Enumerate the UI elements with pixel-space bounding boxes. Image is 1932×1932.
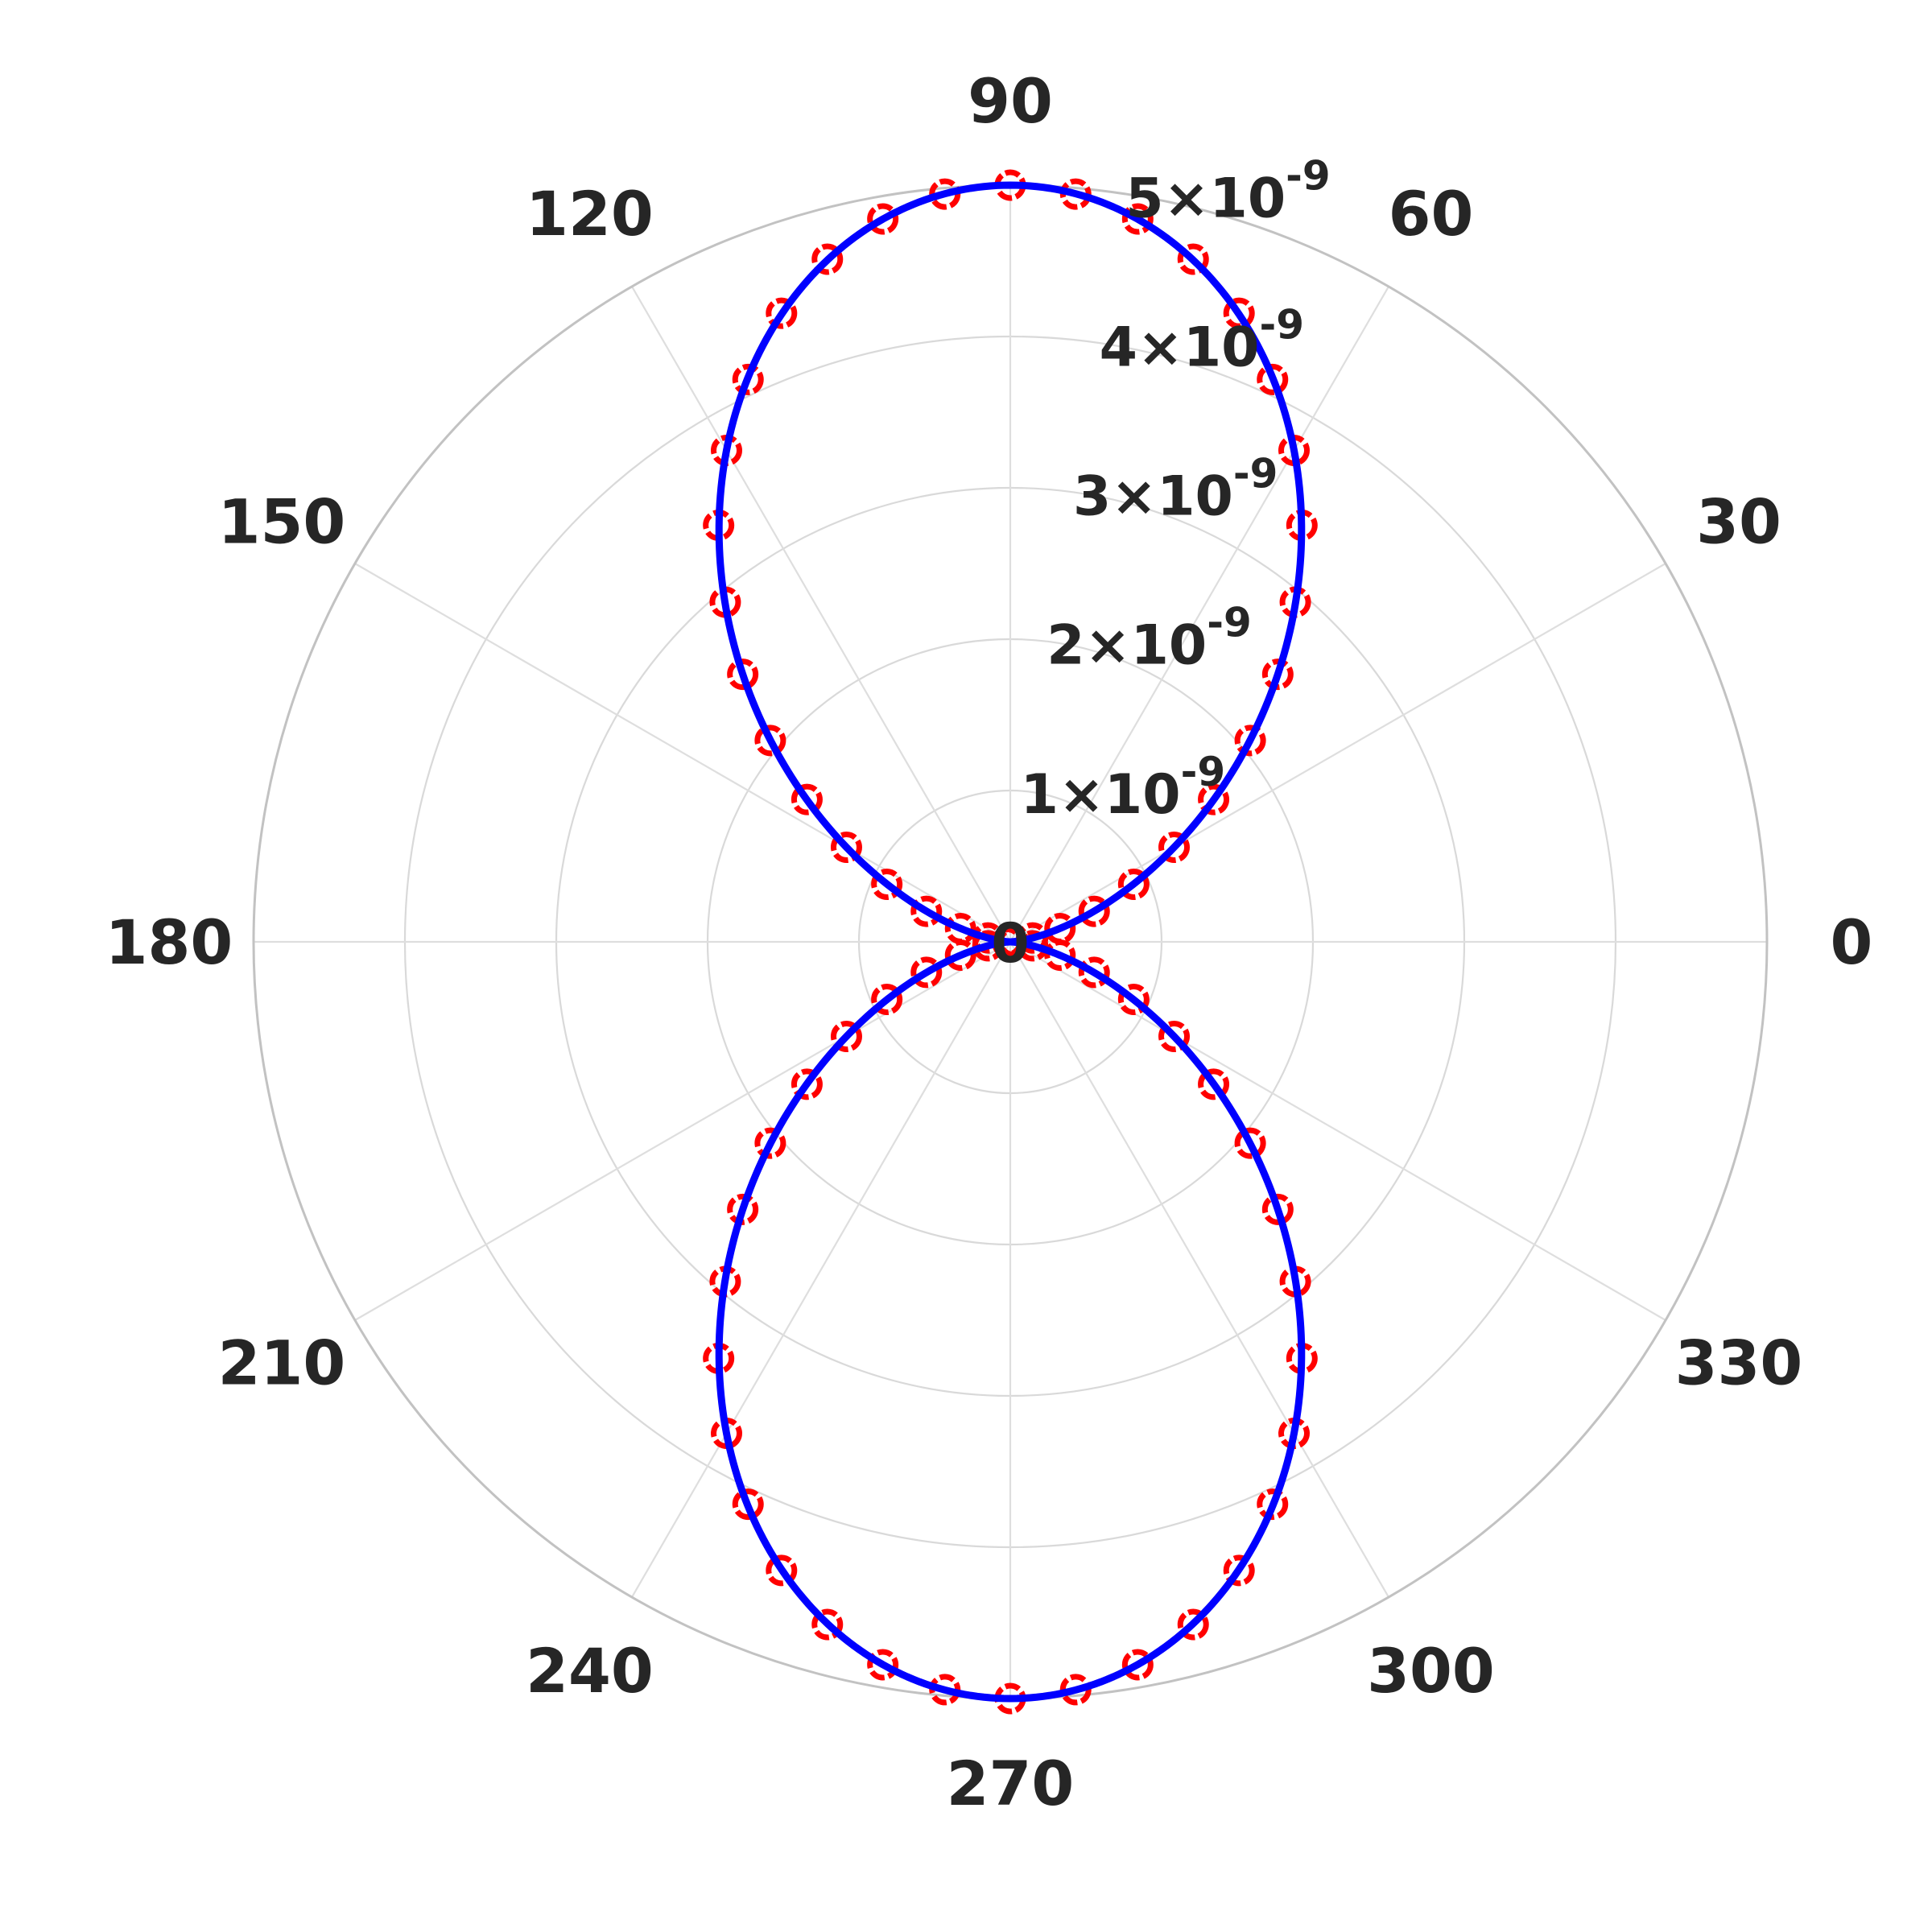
red-marker xyxy=(1223,297,1255,329)
red-marker xyxy=(1078,895,1110,927)
red-marker xyxy=(1158,1021,1191,1052)
blue-line-series xyxy=(715,181,1306,1703)
angular-tick-labels: 0 30 60 90 120 150 180 210 240 270 300 330 xyxy=(105,65,1873,1819)
red-marker xyxy=(732,363,764,395)
angular-grid-line xyxy=(1009,941,1666,1321)
angular-tick-label: 330 xyxy=(1675,1327,1803,1399)
red-marker xyxy=(1121,203,1154,235)
red-marker xyxy=(754,1127,786,1159)
red-marker xyxy=(1078,956,1110,989)
red-marker xyxy=(1117,868,1150,900)
angular-tick-label: 300 xyxy=(1367,1635,1495,1707)
angular-grid-line xyxy=(354,563,1011,943)
red-marker xyxy=(1234,724,1266,757)
angular-grid-line xyxy=(631,941,1011,1598)
radial-tick-label: 2×10-9 xyxy=(1046,600,1251,678)
red-marker xyxy=(1177,243,1209,275)
radial-tick-label: 1×10-9 xyxy=(1021,749,1225,827)
red-marker xyxy=(830,1021,862,1052)
angular-grid-line xyxy=(1009,286,1389,943)
red-marker xyxy=(830,832,862,863)
radial-tick-label: 4×10-9 xyxy=(1100,301,1304,379)
red-marker xyxy=(1117,984,1150,1016)
angular-grid-line xyxy=(354,941,1011,1321)
red-marker xyxy=(944,939,976,972)
red-marker xyxy=(1257,1488,1289,1521)
angular-tick-label: 240 xyxy=(526,1635,654,1707)
red-marker xyxy=(910,956,943,989)
red-marker xyxy=(867,203,899,235)
radial-tick-label: 5×10-9 xyxy=(1125,152,1330,230)
radial-tick-label: 3×10-9 xyxy=(1073,451,1278,529)
red-marker xyxy=(754,724,786,757)
radial-tick-labels: 0 1×10-9 2×10-9 3×10-9 4×10-9 5×10-9 xyxy=(991,152,1330,976)
red-marker xyxy=(766,297,798,329)
angular-tick-label: 150 xyxy=(218,486,346,558)
red-marker xyxy=(1261,658,1294,691)
angular-tick-label: 30 xyxy=(1696,486,1781,558)
red-marker xyxy=(1198,783,1230,815)
angular-tick-label: 180 xyxy=(105,906,233,978)
red-marker xyxy=(1234,1127,1266,1159)
red-marker xyxy=(732,1488,764,1521)
angular-tick-label: 90 xyxy=(968,65,1053,137)
red-marker xyxy=(1121,1649,1154,1681)
red-marker xyxy=(1257,363,1289,395)
red-marker xyxy=(811,243,844,275)
red-marker xyxy=(871,868,903,900)
angular-grid-line xyxy=(1009,941,1389,1598)
red-marker xyxy=(766,1554,798,1587)
red-marker xyxy=(1261,1193,1294,1225)
angular-tick-label: 210 xyxy=(218,1327,346,1399)
red-marker xyxy=(727,1193,759,1225)
angular-tick-label: 120 xyxy=(526,178,654,250)
angular-grid-line xyxy=(631,286,1011,943)
angular-tick-label: 60 xyxy=(1389,178,1474,250)
red-marker xyxy=(871,984,903,1016)
radial-tick-label: 0 xyxy=(991,912,1029,976)
red-marker xyxy=(1198,1068,1230,1100)
red-marker xyxy=(1044,939,1076,972)
red-marker xyxy=(1158,832,1191,863)
angular-tick-label: 270 xyxy=(947,1748,1075,1819)
blue-line xyxy=(715,181,1306,1703)
angular-tick-label: 0 xyxy=(1831,906,1873,978)
red-marker xyxy=(791,1068,823,1100)
red-marker xyxy=(867,1649,899,1681)
red-marker xyxy=(727,658,759,691)
red-marker xyxy=(1177,1608,1209,1641)
red-marker xyxy=(910,895,943,927)
red-marker xyxy=(1223,1554,1255,1587)
red-marker xyxy=(791,783,823,815)
red-marker xyxy=(811,1608,844,1641)
